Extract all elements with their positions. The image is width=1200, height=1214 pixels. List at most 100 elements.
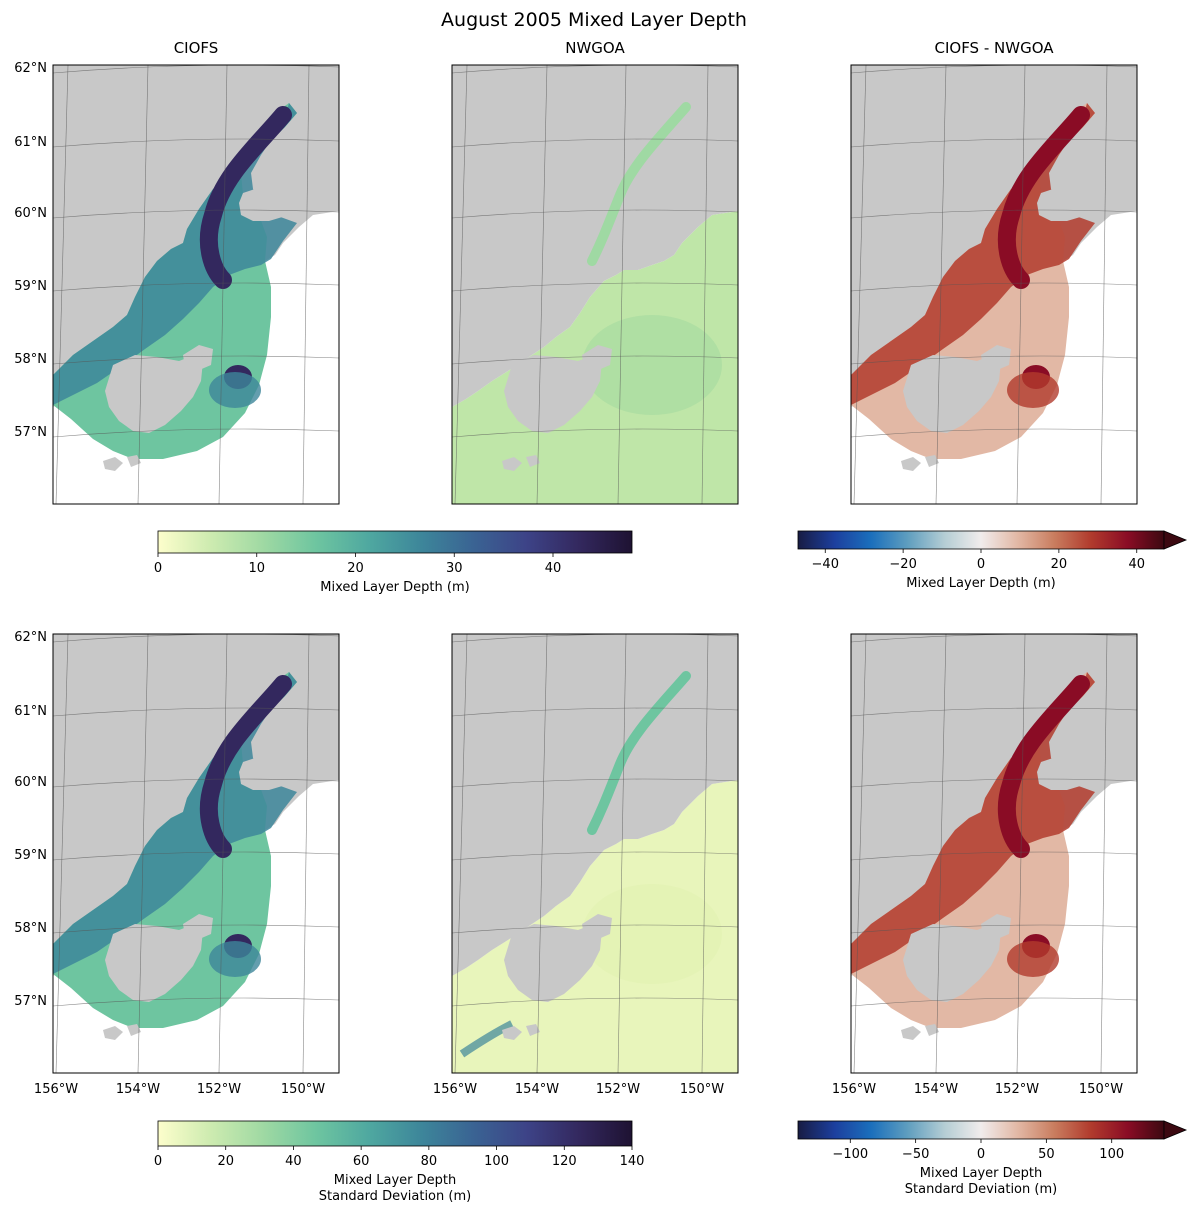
land-islet-0 <box>103 1026 123 1040</box>
map-panel-ciofs_mean: CIOFS 62°N 61°N 60°N 59°N 58°N 57°N <box>14 39 340 505</box>
lat-tick-label: 59°N <box>14 279 47 294</box>
colorbar-tick-label: 0 <box>154 561 162 576</box>
land-islet-0 <box>502 1026 522 1040</box>
graticule-lat-4 <box>53 924 339 934</box>
colorbar-gradient <box>157 530 633 554</box>
shelikof-mid-patch <box>209 941 261 977</box>
panel-title: NWGOA <box>565 39 625 57</box>
graticule-lat-0 <box>452 634 738 643</box>
lon-tick-label: 156°W <box>433 1082 477 1097</box>
land-islet-1 <box>127 1024 141 1036</box>
colorbar-tick-label: −50 <box>902 1147 929 1162</box>
graticule-lat-5 <box>452 997 738 1007</box>
shelikof-mid-patch <box>1007 372 1059 408</box>
graticule-lon-2 <box>218 634 228 1073</box>
land-afognak <box>981 345 1011 371</box>
graticule-lon-3 <box>701 65 709 504</box>
graticule-lat-0 <box>452 65 738 74</box>
graticule-lat-2 <box>851 778 1137 788</box>
lon-tick-label: 152°W <box>995 1082 1039 1097</box>
graticule-lon-3 <box>302 634 310 1073</box>
map-frame <box>850 64 1138 505</box>
colorbar-label: Mixed Layer Depth <box>334 1173 456 1188</box>
graticule-lon-3 <box>701 634 709 1073</box>
lon-tick-label: 154°W <box>914 1082 958 1097</box>
graticule-lat-4 <box>452 924 738 934</box>
colorbar-label: Mixed Layer Depth (m) <box>320 580 469 595</box>
graticule-lat-4 <box>53 355 339 365</box>
lat-tick-label: 60°N <box>14 775 47 790</box>
graticule-lon-3 <box>302 65 310 504</box>
colorbar-std-seq: 0 20 40 60 80 100 120 140 Mixed Layer DepthStand… <box>154 1120 644 1204</box>
colorbar-gradient <box>797 1120 1165 1140</box>
graticule-lon-2 <box>617 65 627 504</box>
panels-layer: CIOFS 62°N 61°N 60°N 59°N 58°N 57°N NWGOA CIOFS … <box>14 39 1138 1097</box>
graticule-lon-2 <box>218 65 228 504</box>
graticule-lat-4 <box>452 355 738 365</box>
graticule-lat-1 <box>851 138 1137 148</box>
lon-tick-label: 156°W <box>832 1082 876 1097</box>
graticule-lat-0 <box>53 634 339 643</box>
lon-tick-label: 152°W <box>197 1082 241 1097</box>
colorbar-label: Mixed Layer Depth <box>920 1166 1042 1181</box>
graticule-lon-2 <box>1016 634 1026 1073</box>
graticule-lat-2 <box>53 778 339 788</box>
lat-tick-label: 61°N <box>14 135 47 150</box>
map-frame <box>850 633 1138 1074</box>
colorbar-tick-label: 0 <box>154 1154 162 1169</box>
graticule-lat-3 <box>452 851 738 861</box>
colorbar-tick-label: 120 <box>552 1154 577 1169</box>
lat-tick-label: 58°N <box>14 352 47 367</box>
land-kenai <box>638 754 702 790</box>
graticule-lat-5 <box>452 428 738 438</box>
colorbars-layer: 0 10 20 30 40 Mixed Layer Depth (m) −40 −20 0 20 4… <box>154 530 1188 1204</box>
graticule-lat-2 <box>53 209 339 219</box>
graticule-lat-1 <box>452 138 738 148</box>
graticule-lat-5 <box>851 428 1137 438</box>
colorbar-tick-label: 40 <box>545 561 562 576</box>
land-kenai <box>1037 754 1101 790</box>
graticule-lat-1 <box>53 138 339 148</box>
land-kodiak <box>903 355 1001 433</box>
map-panel-nwgoa_std: 156°W 154°W 152°W 150°W <box>433 633 739 1097</box>
colorbar-tick-label: 100 <box>484 1154 509 1169</box>
lat-tick-label: 58°N <box>14 921 47 936</box>
figure-title: August 2005 Mixed Layer Depth <box>441 9 747 31</box>
graticule-lon-0 <box>55 65 69 504</box>
land-islet-1 <box>526 455 540 467</box>
shelikof-mid-patch <box>1007 941 1059 977</box>
nwgoa-inlet-channel <box>587 102 691 266</box>
graticule-lon-0 <box>853 634 867 1073</box>
colorbar-gradient <box>157 1120 633 1147</box>
colorbar-tick-label: −20 <box>889 557 916 572</box>
colorbar-tick-label: 40 <box>1128 557 1145 572</box>
lat-tick-label: 60°N <box>14 206 47 221</box>
lat-tick-label: 62°N <box>14 61 47 76</box>
graticule-lat-5 <box>53 428 339 438</box>
lon-tick-label: 154°W <box>515 1082 559 1097</box>
graticule-lat-1 <box>452 707 738 717</box>
panel-title: CIOFS <box>174 39 219 57</box>
land-islet-1 <box>526 1024 540 1036</box>
graticule-lat-2 <box>851 209 1137 219</box>
land-kenai <box>239 185 303 221</box>
map-panel-ciofs_std: 62°N 61°N 60°N 59°N 58°N 57°N 156°W 154°W 152°W 1… <box>14 630 340 1097</box>
nwgoa-inlet-channel <box>587 671 691 835</box>
colorbar-tick-label: 20 <box>347 561 364 576</box>
graticule-lon-2 <box>1016 65 1026 504</box>
land-kodiak <box>903 924 1001 1002</box>
map-panel-nwgoa_mean: NWGOA <box>451 39 739 505</box>
colorbar-label-line2: Standard Deviation (m) <box>905 1182 1057 1197</box>
colorbar-extend-arrow <box>1163 530 1188 550</box>
lat-tick-label: 57°N <box>14 425 47 440</box>
land-islet-1 <box>925 455 939 467</box>
graticule-lon-0 <box>55 634 69 1073</box>
graticule-lon-1 <box>935 65 947 504</box>
land-kodiak <box>504 924 602 1002</box>
land-afognak <box>183 914 213 940</box>
land-islet-0 <box>502 457 522 471</box>
graticule-lat-3 <box>53 282 339 292</box>
lat-tick-label: 57°N <box>14 994 47 1009</box>
